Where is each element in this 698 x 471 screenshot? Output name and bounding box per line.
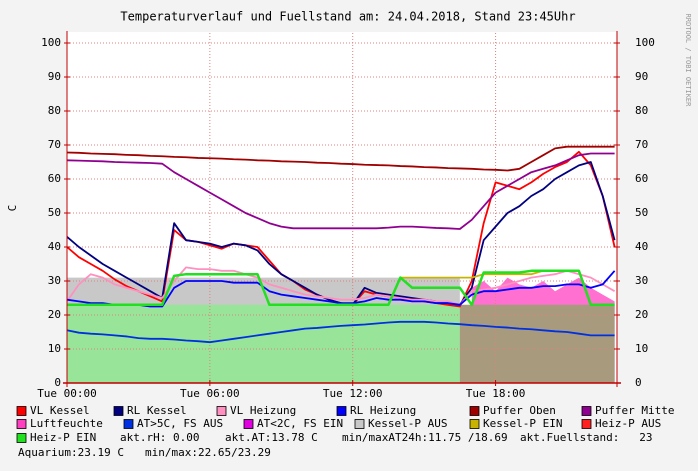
x-tick-label: Tue 12:00: [323, 387, 383, 400]
legend-swatch: [16, 433, 27, 443]
legend-label: Puffer Mitte: [595, 404, 674, 417]
legend-swatch: [354, 419, 365, 429]
y2-tick-label: 80: [635, 104, 648, 117]
y-tick-label: 10: [48, 342, 61, 355]
area: [67, 304, 460, 383]
x-tick-label: Tue 00:00: [37, 387, 97, 400]
y2-tick-label: 10: [635, 342, 648, 355]
line: [66, 152, 615, 230]
legend-swatch: [16, 419, 27, 429]
legend-label: VL Kessel: [30, 404, 90, 417]
line: [66, 270, 616, 308]
legend-label: AT<2C, FS EIN: [257, 417, 343, 430]
y-tick-label: 30: [48, 274, 61, 287]
y-tick-label: 100: [41, 36, 61, 49]
legend-label: Luftfeuchte: [30, 417, 103, 430]
x-tick-label: Tue 06:00: [180, 387, 240, 400]
y2-tick-label: 0: [635, 376, 642, 389]
y-axis-label: C: [6, 205, 19, 212]
line: [66, 145, 615, 172]
legend-swatch: [336, 406, 347, 416]
legend-swatch: [469, 419, 480, 429]
y2-tick-label: 60: [635, 172, 648, 185]
legend-label: RL Kessel: [127, 404, 187, 417]
chart-title: Temperaturverlauf und Fuellstand am: 24.…: [120, 10, 575, 24]
legend-label: Kessel-P EIN: [483, 417, 562, 430]
y-tick-label: 80: [48, 104, 61, 117]
legend-label: RL Heizung: [350, 404, 416, 417]
y2-tick-label: 90: [635, 70, 648, 83]
info-text: Aquarium:23.19 C: [18, 446, 124, 459]
y-tick-label: 70: [48, 138, 61, 151]
legend-swatch: [581, 406, 592, 416]
legend-swatch: [216, 406, 227, 416]
legend-swatch: [123, 419, 134, 429]
legend-swatch: [16, 406, 27, 416]
legend-label: AT>5C, FS AUS: [137, 417, 223, 430]
legend-swatch: [469, 406, 480, 416]
info-text: akt.rH: 0.00: [120, 431, 199, 444]
legend-label: Heiz-P AUS: [595, 417, 661, 430]
line: [66, 320, 615, 344]
legend-swatch: [243, 419, 254, 429]
area: [459, 304, 615, 383]
line: [67, 269, 615, 307]
info-text: min/maxAT24h:11.75 /18.69: [342, 431, 508, 444]
legend-swatch: [113, 406, 124, 416]
line: [66, 266, 616, 306]
y-tick-label: 50: [48, 206, 61, 219]
info-text: akt.Fuellstand: 23: [520, 431, 652, 444]
info-text: akt.AT:13.78 C: [225, 431, 318, 444]
y-tick-label: 60: [48, 172, 61, 185]
y-tick-label: 0: [54, 376, 61, 389]
y2-tick-label: 100: [635, 36, 655, 49]
y-tick-label: 20: [48, 308, 61, 321]
legend-label: Kessel-P AUS: [368, 417, 447, 430]
legend-label: Puffer Oben: [483, 404, 556, 417]
watermark: RRDTOOL / TOBI OETIKER: [684, 14, 692, 108]
y2-tick-label: 30: [635, 274, 648, 287]
y2-tick-label: 40: [635, 240, 648, 253]
legend-label: VL Heizung: [230, 404, 296, 417]
y2-tick-label: 70: [635, 138, 648, 151]
legend-label: Heiz-P EIN: [30, 431, 96, 444]
y-tick-label: 40: [48, 240, 61, 253]
y-tick-label: 90: [48, 70, 61, 83]
y2-tick-label: 20: [635, 308, 648, 321]
info-text: min/max:22.65/23.29: [145, 446, 271, 459]
legend-swatch: [581, 419, 592, 429]
y2-tick-label: 50: [635, 206, 648, 219]
x-tick-label: Tue 18:00: [466, 387, 526, 400]
